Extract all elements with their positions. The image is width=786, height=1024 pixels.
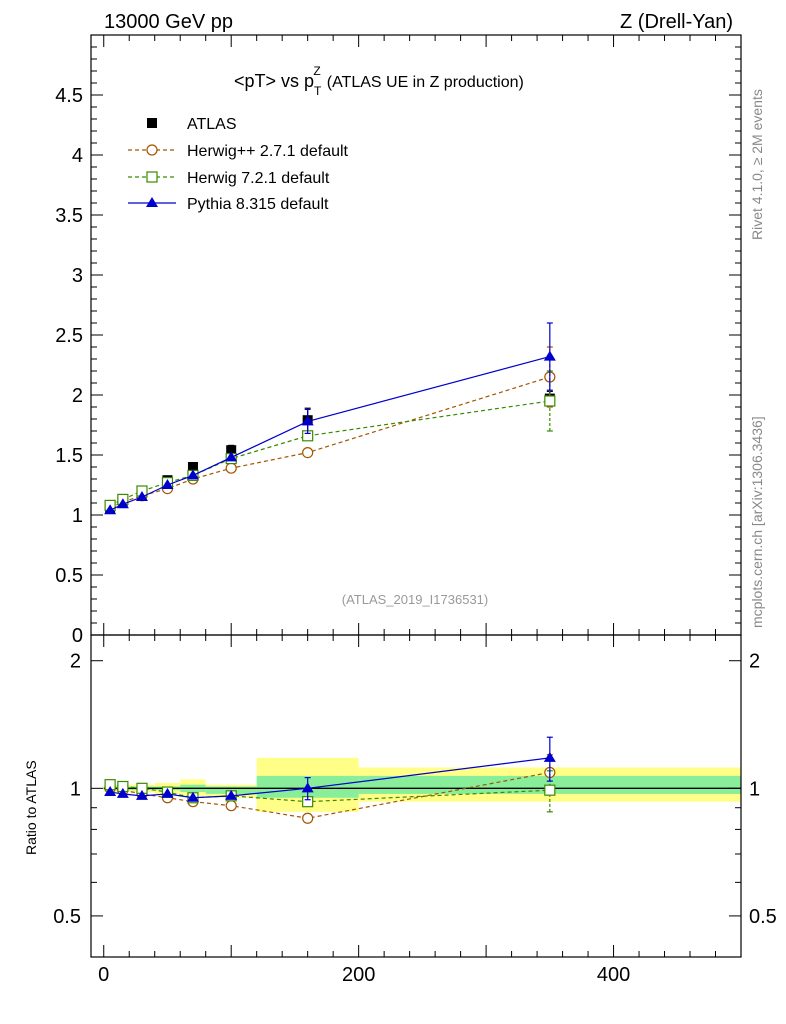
legend-marker-pythia <box>146 197 158 207</box>
legend-item-herwig7: Herwig 7.2.1 default <box>128 170 330 187</box>
main-y-tick-label: 2 <box>72 385 83 407</box>
data-point <box>135 789 148 800</box>
header-right: Z (Drell-Yan) <box>620 11 733 33</box>
x-tick-label: 400 <box>597 964 630 986</box>
ratio-y-tick-label: 0.5 <box>53 906 81 928</box>
data-point <box>544 395 556 407</box>
ratio-bands <box>103 757 741 812</box>
header-left: 13000 GeV pp <box>104 11 233 33</box>
legend-marker-herwig7 <box>146 171 158 183</box>
title-sup: Z <box>313 64 320 78</box>
data-point <box>225 800 237 812</box>
data-point <box>116 498 129 509</box>
legend-item-atlas: ATLAS <box>147 116 237 133</box>
main-y-tick-label: 3.5 <box>55 205 83 227</box>
main-y-tick-label: 2.5 <box>55 325 83 347</box>
main-y-tick-label: 1 <box>72 505 83 527</box>
data-point <box>161 479 174 489</box>
ratio-y-tick-label-right: 1 <box>749 778 760 800</box>
main-y-tick-label: 0.5 <box>55 565 83 587</box>
data-point <box>225 462 237 474</box>
data-point <box>543 751 556 762</box>
data-point <box>116 787 129 798</box>
series-layer <box>103 322 741 824</box>
title-sub: T <box>314 84 322 98</box>
data-point <box>543 350 556 361</box>
legend: ATLAS Herwig++ 2.7.1 default Herwig 7.2.… <box>128 116 349 213</box>
data-point <box>302 447 314 459</box>
data-point <box>302 812 314 824</box>
data-point <box>104 504 117 515</box>
ratio-y-tick-label-right: 0.5 <box>749 906 777 928</box>
title-suffix: (ATLAS UE in Z production) <box>327 74 524 91</box>
legend-label-atlas: ATLAS <box>187 116 237 133</box>
data-point <box>187 462 198 472</box>
ratio-y-tick-label: 2 <box>70 651 81 673</box>
main-y-tick-label: 1.5 <box>55 445 83 467</box>
data-point <box>301 782 314 793</box>
series-ratio-pythia <box>104 736 556 802</box>
series-main-pythia <box>104 322 556 515</box>
data-point <box>135 491 148 501</box>
legend-marker-herwigpp <box>146 144 158 156</box>
legend-marker-atlas <box>147 118 157 128</box>
data-point <box>186 791 199 802</box>
data-point <box>186 469 199 480</box>
data-point <box>161 787 174 798</box>
main-y-tick-label: 3 <box>72 265 83 287</box>
data-point <box>226 445 237 456</box>
series-line <box>109 400 550 506</box>
main-y-tick-label: 0 <box>72 625 83 647</box>
series-line <box>109 376 551 509</box>
legend-item-pythia: Pythia 8.315 default <box>128 196 329 213</box>
axes-frame: 0 200 400 0 0.5 1 1.5 2 2.5 3 3.5 4 4.5 0.5 0.5 1 1 2 2 <box>53 34 777 986</box>
data-point <box>225 789 238 800</box>
x-tick-label: 0 <box>98 964 109 986</box>
legend-label-pythia: Pythia 8.315 default <box>187 196 329 213</box>
data-point <box>104 786 117 797</box>
legend-label-herwigpp: Herwig++ 2.7.1 default <box>187 143 349 160</box>
main-y-tick-label: 4 <box>72 145 83 167</box>
data-point <box>544 784 556 796</box>
ratio-y-tick-label-right: 2 <box>749 651 760 673</box>
legend-label-herwig7: Herwig 7.2.1 default <box>187 170 330 187</box>
analysis-id: (ATLAS_2019_I1736531) <box>342 592 488 607</box>
data-point <box>225 451 238 462</box>
mcplots-label: mcplots.cern.ch [arXiv:1306.3436] <box>749 416 765 628</box>
title-main: <pT> vs p <box>234 71 314 91</box>
series-main-atlas <box>105 390 555 513</box>
rivet-label: Rivet 4.1.0, ≥ 2M events <box>749 89 765 240</box>
data-point <box>301 415 314 426</box>
ratio-ylabel: Ratio to ATLAS <box>23 760 39 855</box>
series-line <box>109 356 550 511</box>
chart-title: <pT> vs pTZ (ATLAS UE in Z production) <box>234 64 524 98</box>
ratio-frame <box>90 634 742 958</box>
ratio-y-tick-label: 1 <box>70 778 81 800</box>
legend-item-herwigpp: Herwig++ 2.7.1 default <box>128 143 349 160</box>
main-y-tick-label: 4.5 <box>55 85 83 107</box>
x-tick-label: 200 <box>342 964 375 986</box>
